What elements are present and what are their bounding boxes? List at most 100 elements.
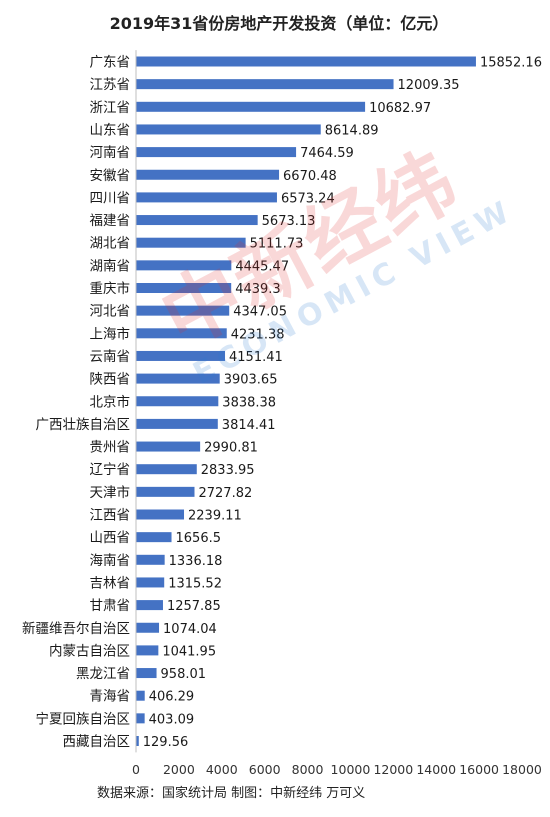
category-label: 陕西省 — [90, 372, 131, 388]
value-label: 4445.47 — [235, 259, 289, 274]
bar — [136, 192, 277, 203]
bar — [136, 237, 246, 248]
category-label: 贵州省 — [90, 440, 131, 456]
bar — [136, 736, 139, 746]
value-label: 3814.41 — [222, 418, 276, 433]
bar — [136, 668, 157, 679]
bar — [136, 350, 226, 361]
category-label: 重庆市 — [90, 280, 131, 297]
value-label: 12009.35 — [398, 78, 460, 93]
bar — [136, 554, 165, 565]
value-label: 6670.48 — [283, 169, 337, 184]
value-label: 10682.97 — [369, 101, 431, 116]
category-labels: 广东省江苏省浙江省山东省河南省安徽省四川省福建省湖北省湖南省重庆市河北省上海市云… — [22, 55, 130, 751]
bar — [136, 283, 232, 293]
category-label: 福建省 — [90, 213, 131, 229]
category-label: 上海市 — [90, 325, 131, 342]
value-label: 15852.16 — [480, 56, 542, 71]
bar — [136, 600, 163, 611]
x-tick-label: 10000 — [331, 762, 371, 777]
bar — [136, 124, 321, 135]
category-label: 青海省 — [90, 689, 131, 705]
bar — [136, 622, 160, 633]
value-label: 1315.52 — [168, 576, 222, 591]
bar — [136, 56, 476, 67]
value-label: 4439.3 — [235, 282, 280, 297]
category-label: 北京市 — [90, 393, 131, 410]
value-label: 4151.41 — [229, 350, 283, 365]
category-label: 浙江省 — [90, 100, 131, 116]
value-label: 406.29 — [149, 690, 195, 705]
category-label: 海南省 — [90, 553, 131, 569]
value-label: 2990.81 — [204, 441, 258, 456]
value-label: 4347.05 — [233, 305, 287, 320]
category-label: 广西壮族自治区 — [36, 417, 131, 433]
bar — [136, 532, 172, 543]
bar — [136, 396, 219, 407]
category-label: 湖南省 — [90, 258, 131, 274]
bar — [136, 373, 220, 384]
value-label: 129.56 — [143, 735, 189, 750]
bar — [136, 464, 197, 475]
category-label: 山东省 — [90, 122, 131, 138]
value-label: 1074.04 — [163, 622, 217, 637]
x-tick-label: 6000 — [249, 762, 281, 777]
value-label: 1336.18 — [169, 554, 223, 569]
category-label: 吉林省 — [90, 575, 131, 591]
category-label: 辽宁省 — [90, 461, 131, 478]
bar — [136, 713, 145, 724]
bar — [136, 79, 394, 90]
source-note: 数据来源：国家统计局 制图：中新经纬 万可义 — [97, 785, 365, 801]
x-tick-label: 8000 — [292, 762, 324, 777]
value-label: 3903.65 — [224, 373, 278, 388]
category-label: 甘肃省 — [90, 598, 131, 614]
category-label: 内蒙古自治区 — [49, 643, 130, 659]
category-label: 江苏省 — [90, 77, 131, 93]
category-label: 河南省 — [90, 145, 131, 161]
category-label: 天津市 — [90, 484, 131, 501]
bar — [136, 441, 201, 452]
chart-title: 2019年31省份房地产开发投资（单位：亿元） — [110, 14, 449, 33]
bar — [136, 328, 227, 339]
bar — [136, 690, 145, 701]
category-label: 云南省 — [90, 349, 131, 365]
x-tick-label: 12000 — [373, 762, 413, 777]
x-axis-ticks: 0 2000 4000 6000 8000 10000 12000 14000 16000 180… — [132, 762, 542, 777]
value-label: 1041.95 — [162, 644, 216, 659]
value-label: 4231.38 — [231, 327, 285, 342]
category-label: 西藏自治区 — [63, 734, 131, 750]
value-label: 958.01 — [161, 667, 207, 682]
value-label: 5673.13 — [262, 214, 316, 229]
x-tick-label: 4000 — [206, 762, 238, 777]
value-label: 3838.38 — [222, 395, 276, 410]
category-label: 山西省 — [90, 530, 131, 546]
value-label: 2833.95 — [201, 463, 255, 478]
value-label: 1656.5 — [176, 531, 222, 546]
x-tick-label: 0 — [132, 762, 140, 777]
x-tick-label: 2000 — [163, 762, 195, 777]
value-label: 2239.11 — [188, 509, 242, 524]
bars-layer — [136, 56, 476, 746]
category-label: 黑龙江省 — [76, 666, 130, 682]
category-label: 广东省 — [90, 55, 131, 71]
bar — [136, 169, 280, 180]
bar — [136, 577, 165, 588]
category-label: 宁夏回族自治区 — [36, 710, 131, 727]
bar — [136, 101, 366, 112]
category-label: 四川省 — [90, 190, 131, 206]
value-label: 1257.85 — [167, 599, 221, 614]
category-label: 河北省 — [90, 304, 131, 320]
bar — [136, 509, 185, 520]
category-label: 新疆维吾尔自治区 — [22, 621, 130, 637]
x-tick-label: 18000 — [502, 762, 542, 777]
category-label: 江西省 — [90, 508, 131, 524]
bar — [136, 645, 159, 656]
value-label: 8614.89 — [325, 123, 379, 138]
value-label: 2727.82 — [198, 486, 252, 501]
category-label: 安徽省 — [90, 168, 131, 184]
bar — [136, 260, 232, 271]
bar — [136, 418, 218, 429]
bar — [136, 215, 258, 226]
bar — [136, 147, 297, 158]
bar — [136, 305, 230, 316]
